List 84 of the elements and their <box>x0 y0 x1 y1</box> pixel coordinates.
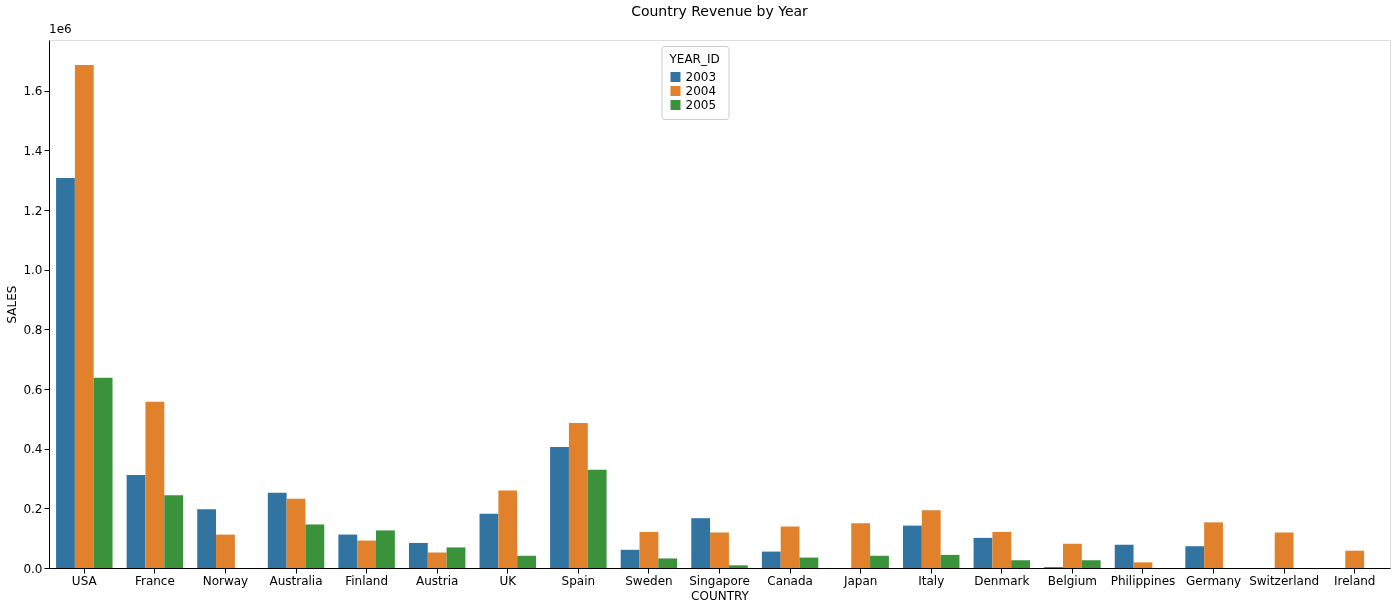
y-tick-label: 0.6 <box>23 382 43 397</box>
bar <box>1081 560 1101 568</box>
bar <box>338 534 358 568</box>
bar <box>658 558 678 568</box>
bar <box>216 534 235 568</box>
bar <box>780 526 800 568</box>
bar <box>56 178 75 568</box>
bar <box>1114 544 1134 568</box>
bar <box>550 446 569 568</box>
bar <box>903 525 922 568</box>
x-tick-label: Finland <box>345 573 389 588</box>
y-tick-label: 0.8 <box>23 322 43 337</box>
y-tick-label: 1.4 <box>23 143 43 158</box>
y-tick-label: 0.2 <box>23 501 43 516</box>
bar <box>620 549 640 568</box>
bar <box>639 531 659 568</box>
y-axis-title: SALES <box>5 285 20 324</box>
bar <box>870 555 889 568</box>
x-tick-label: Ireland <box>1333 573 1376 588</box>
x-tick-label: France <box>134 573 175 588</box>
x-tick-label: Sweden <box>625 573 673 588</box>
bar <box>851 523 871 568</box>
bar <box>74 65 94 568</box>
legend-title: YEAR_ID <box>668 52 720 66</box>
bar <box>568 423 588 568</box>
x-tick-label: Belgium <box>1047 573 1097 588</box>
legend-label: 2003 <box>685 70 717 84</box>
legend-label: 2004 <box>685 84 717 98</box>
bar <box>357 540 377 568</box>
text: 1e6 <box>49 22 72 36</box>
bar <box>376 530 395 568</box>
bar <box>587 469 607 568</box>
bar <box>446 547 466 568</box>
x-tick-label: Austria <box>415 573 459 588</box>
bar <box>973 537 993 568</box>
chart-title: Country Revenue by Year <box>631 3 809 19</box>
y-tick-label: 0.4 <box>23 442 43 457</box>
bar <box>710 532 729 568</box>
x-tick-label: Germany <box>1185 573 1242 588</box>
bar <box>992 531 1012 568</box>
x-tick-label: Norway <box>202 573 249 588</box>
bar <box>517 555 536 568</box>
bar <box>921 510 941 568</box>
y-tick-label: 0.0 <box>23 561 43 576</box>
y-tick-label: 1.2 <box>23 203 43 218</box>
bar <box>498 490 518 568</box>
y-tick-label: 1.6 <box>23 84 43 99</box>
x-tick-label: Philippines <box>1110 573 1176 588</box>
bar <box>1204 522 1223 568</box>
bar <box>728 565 748 568</box>
bar <box>1011 560 1031 568</box>
x-tick-label: Canada <box>767 573 813 588</box>
x-tick-label: Australia <box>269 573 323 588</box>
bar <box>126 474 146 568</box>
bar <box>940 554 960 568</box>
bar <box>1185 546 1205 568</box>
bar <box>197 509 217 568</box>
bar <box>93 377 113 568</box>
x-tick-label: Japan <box>842 573 878 588</box>
x-tick-label: Singapore <box>689 573 750 588</box>
bar <box>427 552 447 568</box>
bar <box>305 524 325 568</box>
x-axis-title: COUNTRY <box>691 588 750 603</box>
bar <box>1345 550 1365 568</box>
bar <box>1062 543 1082 568</box>
x-tick-label: Switzerland <box>1249 573 1320 588</box>
bar <box>761 551 781 568</box>
bar <box>267 492 287 568</box>
x-tick-label: Spain <box>561 573 596 588</box>
bar <box>286 498 306 568</box>
y-tick-label: 1.0 <box>23 263 43 278</box>
bar <box>145 401 165 568</box>
bar <box>691 518 711 568</box>
bar <box>799 557 819 568</box>
x-tick-label: UK <box>499 573 518 588</box>
x-tick-label: Denmark <box>974 573 1030 588</box>
x-tick-label: USA <box>71 573 98 588</box>
bar <box>479 513 499 568</box>
bar <box>164 495 184 568</box>
legend-label: 2005 <box>685 98 717 112</box>
bar <box>1274 532 1294 568</box>
bar <box>408 542 428 568</box>
x-tick-label: Italy <box>918 573 945 588</box>
bar <box>1133 562 1153 568</box>
